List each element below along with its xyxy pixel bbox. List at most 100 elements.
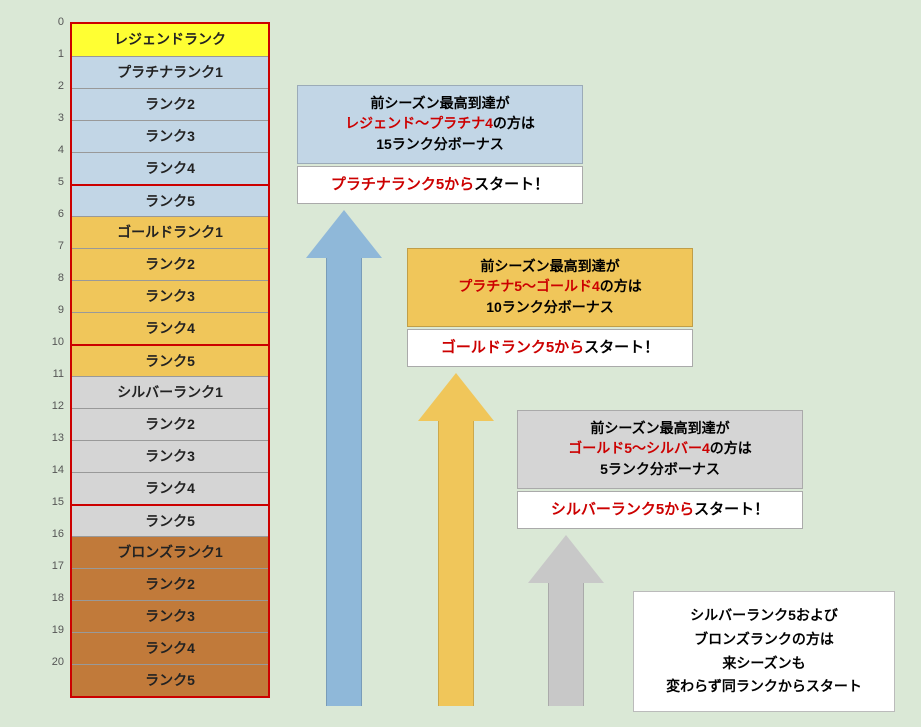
callout-line3: 10ランク分ボーナス [420, 297, 680, 317]
rank-row-7: ランク2 [72, 248, 268, 280]
rank-row-12: ランク2 [72, 408, 268, 440]
rank-number: 5 [42, 176, 64, 188]
note-line2: ブロンズランクの方は [652, 628, 876, 652]
callout-2: 前シーズン最高到達がゴールド5～シルバー4の方は5ランク分ボーナスシルバーランク… [517, 410, 803, 529]
rank-number: 6 [42, 208, 64, 220]
rank-row-8: ランク3 [72, 280, 268, 312]
callout-start-box: プラチナランク5からスタート！ [297, 166, 583, 204]
rank-label: ランク3 [145, 608, 195, 624]
rank-label: ランク3 [145, 288, 195, 304]
arrow-head-icon [418, 373, 494, 421]
arrow-shaft [548, 579, 584, 706]
rank-row-15: ランク5 [72, 504, 268, 536]
rank-number: 17 [42, 560, 64, 572]
callout-line3: 5ランク分ボーナス [530, 459, 790, 479]
rank-number: 1 [42, 48, 64, 60]
callout-line2-highlight: レジェンド～プラチナ4 [345, 115, 493, 131]
callout-line2: レジェンド～プラチナ4の方は [310, 113, 570, 133]
callout-start-tail: スタート！ [584, 339, 659, 356]
rank-row-14: ランク4 [72, 472, 268, 504]
rank-label: ランク2 [145, 416, 195, 432]
rank-number: 4 [42, 144, 64, 156]
rank-label: ランク4 [145, 320, 195, 336]
note-box: シルバーランク5および ブロンズランクの方は 来シーズンも 変わらず同ランクから… [633, 591, 895, 712]
callout-0: 前シーズン最高到達がレジェンド～プラチナ4の方は15ランク分ボーナスプラチナラン… [297, 85, 583, 204]
arrow-shaft [438, 417, 474, 706]
note-line4: 変わらず同ランクからスタート [652, 675, 876, 699]
rank-row-5: ランク5 [72, 184, 268, 216]
rank-number: 10 [42, 336, 64, 348]
rank-label: ブロンズランク1 [117, 544, 223, 560]
rank-row-17: ランク2 [72, 568, 268, 600]
rank-row-3: ランク3 [72, 120, 268, 152]
rank-table: レジェンドランクプラチナランク1 ランク2 ランク3 ランク4 ランク5 ゴールドランク1… [70, 22, 270, 698]
rank-row-6: ゴールドランク1 [72, 216, 268, 248]
callout-start-tail: スタート！ [694, 501, 769, 518]
rank-number: 7 [42, 240, 64, 252]
callout-start-box: シルバーランク5からスタート！ [517, 491, 803, 529]
rank-label: ランク2 [145, 96, 195, 112]
arrow-head-icon [306, 210, 382, 258]
callout-start-box: ゴールドランク5からスタート！ [407, 329, 693, 367]
callout-start-tail: スタート！ [474, 176, 549, 193]
rank-number: 12 [42, 400, 64, 412]
rank-label: ランク5 [145, 672, 195, 688]
rank-label: ランク4 [145, 160, 195, 176]
rank-label: ランク2 [145, 256, 195, 272]
rank-row-19: ランク4 [72, 632, 268, 664]
rank-number: 16 [42, 528, 64, 540]
rank-number: 8 [42, 272, 64, 284]
rank-row-20: ランク5 [72, 664, 268, 696]
note-line3: 来シーズンも [652, 652, 876, 676]
rank-number: 0 [42, 16, 64, 28]
callout-line1: 前シーズン最高到達が [530, 418, 790, 438]
callout-info-box: 前シーズン最高到達がレジェンド～プラチナ4の方は15ランク分ボーナス [297, 85, 583, 164]
rank-row-0: レジェンドランク [72, 24, 268, 56]
rank-number: 9 [42, 304, 64, 316]
rank-row-2: ランク2 [72, 88, 268, 120]
arrow-shaft [326, 254, 362, 706]
callout-line2-tail: の方は [493, 115, 535, 131]
callout-start-highlight: プラチナランク5から [331, 176, 474, 193]
rank-row-18: ランク3 [72, 600, 268, 632]
rank-row-1: プラチナランク1 [72, 56, 268, 88]
rank-number: 14 [42, 464, 64, 476]
rank-label: レジェンドランク [114, 31, 226, 47]
callout-line2-highlight: ゴールド5～シルバー4 [568, 440, 710, 456]
rank-number: 13 [42, 432, 64, 444]
arrow-2 [528, 535, 604, 706]
rank-number: 20 [42, 656, 64, 668]
callout-line2-tail: の方は [710, 440, 752, 456]
rank-row-11: シルバーランク1 [72, 376, 268, 408]
callout-line1: 前シーズン最高到達が [420, 256, 680, 276]
arrow-1 [418, 373, 494, 706]
callout-line2-tail: の方は [600, 278, 642, 294]
callout-line3: 15ランク分ボーナス [310, 134, 570, 154]
rank-label: ランク5 [145, 513, 195, 529]
rank-row-9: ランク4 [72, 312, 268, 344]
rank-number: 19 [42, 624, 64, 636]
callout-1: 前シーズン最高到達がプラチナ5～ゴールド4の方は10ランク分ボーナスゴールドラン… [407, 248, 693, 367]
rank-row-4: ランク4 [72, 152, 268, 184]
callout-info-box: 前シーズン最高到達がプラチナ5～ゴールド4の方は10ランク分ボーナス [407, 248, 693, 327]
callout-line2-highlight: プラチナ5～ゴールド4 [458, 278, 600, 294]
arrow-head-icon [528, 535, 604, 583]
arrow-0 [306, 210, 382, 706]
rank-number: 15 [42, 496, 64, 508]
rank-label: ランク4 [145, 480, 195, 496]
callout-line2: プラチナ5～ゴールド4の方は [420, 276, 680, 296]
rank-row-16: ブロンズランク1 [72, 536, 268, 568]
callout-start-highlight: ゴールドランク5から [441, 339, 584, 356]
callout-line2: ゴールド5～シルバー4の方は [530, 438, 790, 458]
rank-row-10: ランク5 [72, 344, 268, 376]
callout-info-box: 前シーズン最高到達がゴールド5～シルバー4の方は5ランク分ボーナス [517, 410, 803, 489]
rank-label: シルバーランク1 [117, 384, 223, 400]
rank-label: ランク2 [145, 576, 195, 592]
rank-number: 18 [42, 592, 64, 604]
rank-number: 2 [42, 80, 64, 92]
rank-label: ゴールドランク1 [117, 224, 223, 240]
rank-label: ランク3 [145, 448, 195, 464]
rank-label: プラチナランク1 [117, 64, 223, 80]
rank-label: ランク4 [145, 640, 195, 656]
callout-line1: 前シーズン最高到達が [310, 93, 570, 113]
